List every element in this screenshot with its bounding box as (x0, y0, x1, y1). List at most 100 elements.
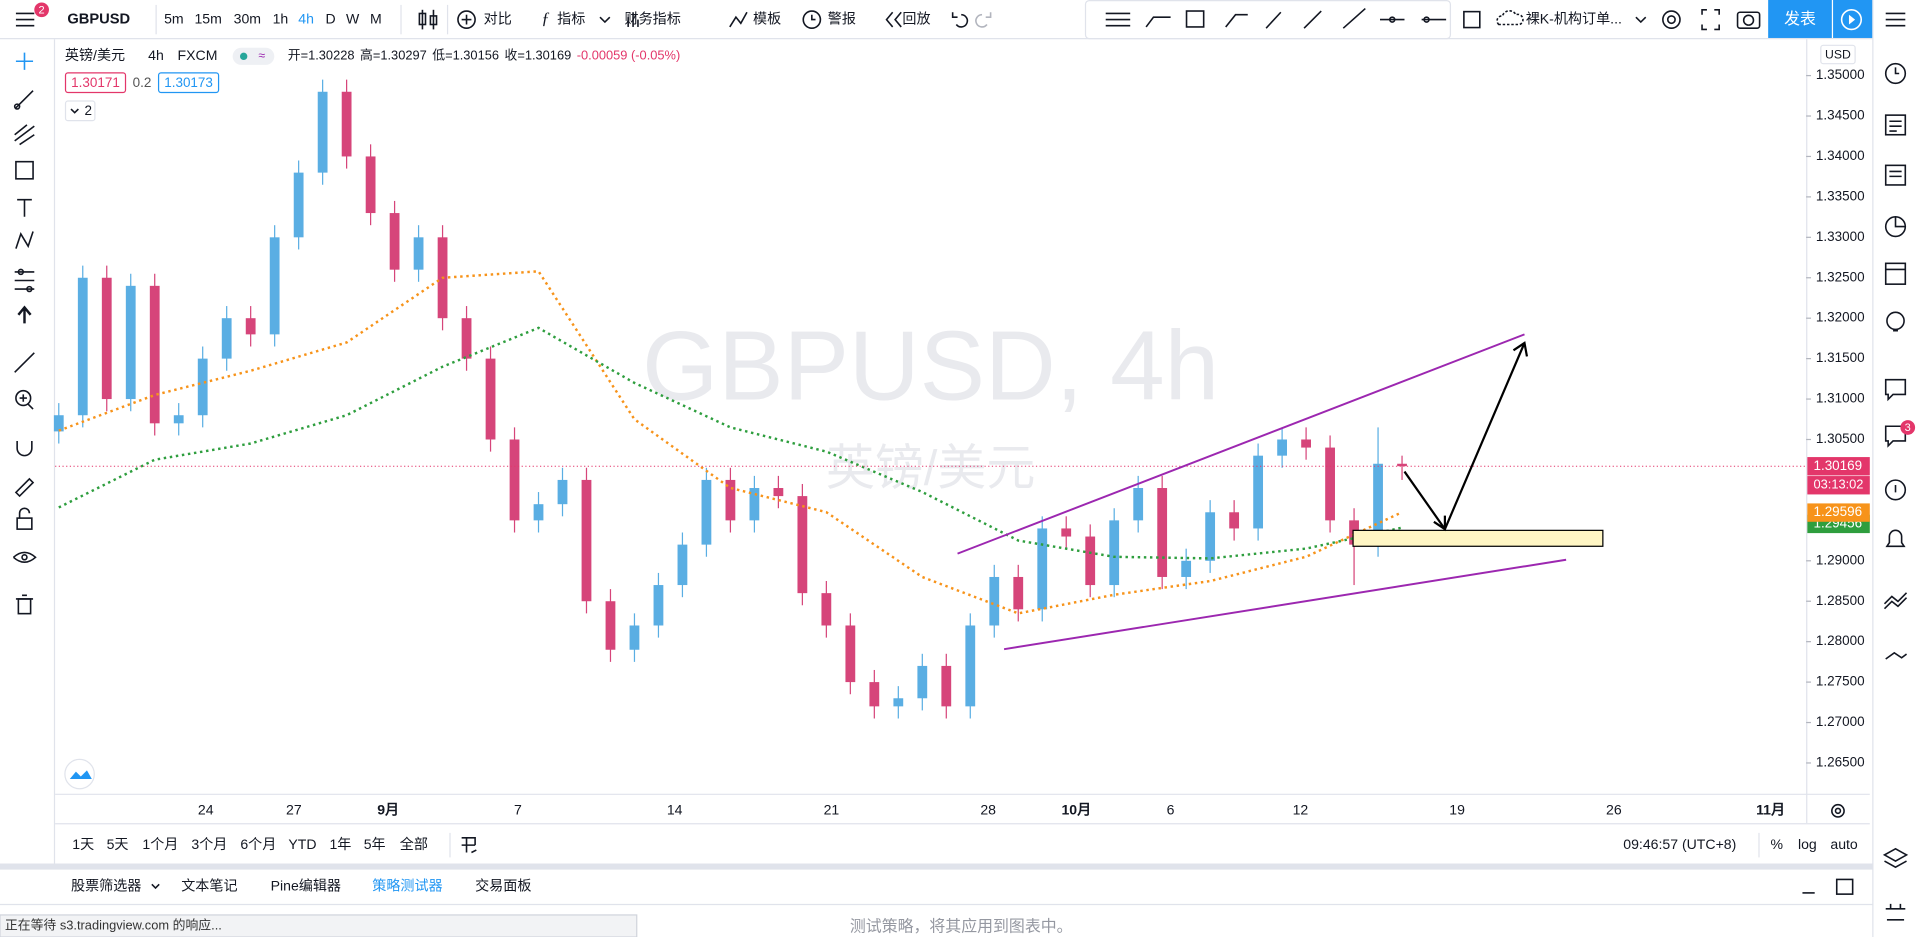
interval-button[interactable]: D (326, 10, 336, 26)
auto-toggle[interactable]: auto (1830, 836, 1858, 852)
intervals: 5m 15m 30m 1h 4h D W M (164, 10, 382, 26)
candle-body (1229, 512, 1240, 529)
layout-name[interactable]: 裸K-机构订单... (1526, 10, 1622, 26)
collapse-box[interactable] (64, 100, 96, 122)
alert-icon[interactable] (802, 10, 822, 29)
ask-box[interactable] (157, 72, 220, 94)
range-button[interactable]: 5年 (364, 836, 386, 852)
tab[interactable]: 交易面板 (475, 877, 531, 893)
toolbar-button[interactable]: 模板 (753, 10, 781, 26)
interval-button[interactable]: 1h (273, 10, 289, 26)
indicator-icon[interactable]: ƒ (541, 9, 550, 28)
menu-icon[interactable] (15, 12, 35, 27)
y-tick-label: 1.32500 (1816, 269, 1865, 284)
drawings[interactable] (957, 333, 1604, 651)
x-tick-label: 6 (1167, 802, 1175, 818)
toolbar-button[interactable]: 对比 (484, 10, 512, 26)
candle-body (797, 496, 808, 594)
status-bar (0, 914, 638, 937)
arrow-path[interactable] (1403, 341, 1529, 532)
log-toggle[interactable]: log (1798, 836, 1817, 852)
logo-icon (69, 770, 92, 779)
y-tick-label: 1.30500 (1816, 431, 1865, 446)
candle-body (821, 593, 832, 626)
tab[interactable]: Pine编辑器 (271, 877, 341, 893)
percent-toggle[interactable]: % (1770, 836, 1783, 852)
template-icon[interactable] (729, 11, 748, 28)
interval-button[interactable]: 4h (298, 10, 314, 26)
logo-button[interactable] (64, 758, 95, 790)
bid-box[interactable] (64, 72, 127, 94)
publish-button[interactable] (1768, 0, 1832, 38)
trend-line[interactable] (957, 333, 1525, 555)
chart-pane: GBPUSD, 4h 英镑/美元 (642, 310, 1219, 495)
range-button[interactable]: 5天 (107, 836, 129, 852)
interval-button[interactable]: M (370, 10, 382, 26)
currency-box[interactable] (1820, 44, 1856, 65)
price-badge (1807, 503, 1870, 522)
clock[interactable]: 09:46:57 (UTC+8) (1623, 836, 1736, 852)
ask[interactable]: 1.30173 (164, 75, 213, 90)
axis-settings-icon[interactable] (1831, 803, 1845, 818)
fullscreen-icon[interactable] (1701, 9, 1720, 31)
dropdown-icon[interactable] (151, 883, 160, 890)
drawing-toolbar-icons[interactable] (1105, 7, 1447, 29)
interval-button[interactable]: 30m (234, 10, 261, 26)
candle-body (149, 285, 160, 424)
range-button[interactable]: 3个月 (191, 836, 227, 852)
dropdown-icon[interactable] (599, 16, 611, 24)
x-tick-label: 12 (1293, 802, 1309, 818)
tab[interactable]: 策略测试器 (372, 877, 442, 893)
y-tick-label: 1.26500 (1816, 755, 1865, 770)
chart-type-icon[interactable] (418, 9, 438, 30)
tab[interactable]: 股票筛选器 (71, 877, 141, 893)
toolbar-button[interactable]: 警报 (828, 10, 856, 26)
range-button[interactable]: 1个月 (142, 836, 178, 852)
undo-icon[interactable] (951, 12, 969, 28)
toolbar-button[interactable]: 财务指标 (624, 10, 680, 26)
candle-body (989, 576, 1000, 626)
publish-label[interactable]: 发表 (1784, 10, 1816, 28)
dropdown-icon[interactable] (1635, 16, 1647, 24)
range-button[interactable]: 全部 (400, 836, 428, 852)
toolbar-button[interactable]: 指标 (557, 10, 585, 26)
compare-icon[interactable] (457, 10, 476, 29)
range-button[interactable]: 1天 (72, 836, 94, 852)
interval-button[interactable]: 15m (194, 10, 221, 26)
range-button[interactable]: 6个月 (240, 836, 276, 852)
collapse-icon[interactable] (70, 108, 79, 114)
price-badge-label: 1.29596 (1813, 504, 1862, 519)
trend-line[interactable] (1003, 558, 1567, 651)
settings-icon[interactable] (1662, 10, 1681, 29)
indicator-count[interactable]: 2 (84, 103, 91, 118)
range-button[interactable]: 1年 (329, 836, 351, 852)
left-toolbar[interactable] (12, 52, 37, 615)
interval-button[interactable]: 5m (164, 10, 184, 26)
y-tick-label: 1.32000 (1816, 310, 1865, 325)
goto-date-icon[interactable] (461, 836, 477, 854)
zone-rectangle[interactable] (1352, 529, 1604, 547)
status-toggle[interactable] (232, 47, 275, 65)
toolbar-button[interactable]: 回放 (902, 10, 930, 26)
candle-body (533, 504, 544, 521)
candle-body (1085, 536, 1096, 586)
range-button[interactable]: YTD (288, 836, 316, 852)
interval-button[interactable]: W (346, 10, 360, 26)
symbol[interactable]: GBPUSD (67, 11, 130, 27)
select-icon[interactable] (1463, 10, 1481, 29)
replay-icon[interactable] (885, 11, 902, 28)
candle-body (605, 601, 616, 650)
camera-icon[interactable] (1736, 11, 1761, 29)
bid[interactable]: 1.30171 (71, 75, 120, 90)
candle-body (653, 585, 664, 626)
candle-body (941, 665, 952, 707)
currency[interactable]: USD (1825, 47, 1851, 61)
panel-divider (0, 863, 1874, 870)
financials-icon[interactable] (627, 12, 639, 27)
right-sidebar[interactable] (1882, 12, 1909, 921)
maximize-icon[interactable] (1835, 878, 1854, 895)
x-tick-label: 28 (980, 802, 996, 818)
tab[interactable]: 文本笔记 (181, 877, 237, 893)
legend: 英镑/美元 4h FXCM ≈ 1.30171 0.2 1.30173 2 开=… (64, 47, 680, 122)
x-tick-label: 27 (286, 802, 302, 818)
